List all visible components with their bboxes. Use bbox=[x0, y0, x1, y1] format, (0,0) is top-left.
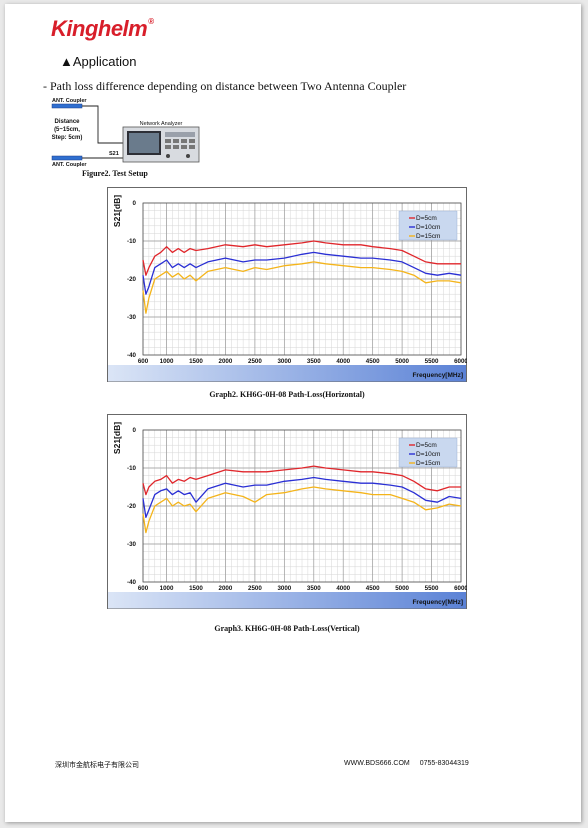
y-tick-label: -30 bbox=[127, 541, 137, 548]
x-tick-label: 4500 bbox=[366, 358, 380, 365]
description-text: - Path loss difference depending on dist… bbox=[43, 79, 407, 93]
figure-caption: Figure2. Test Setup bbox=[82, 169, 148, 178]
x-tick-label: 2500 bbox=[248, 358, 262, 365]
series-line-d15cm bbox=[142, 261, 462, 314]
legend-label: D=10cm bbox=[416, 224, 440, 231]
x-tick-label: 6000 bbox=[454, 358, 467, 365]
x-axis-label: Frequency[MHz] bbox=[412, 372, 463, 379]
coupler-bottom-label: ANT. Coupler bbox=[52, 162, 87, 168]
footer-website: WWW.BDS666.COM bbox=[344, 760, 410, 767]
legend-label: D=10cm bbox=[416, 451, 440, 458]
coupler-bottom-shape bbox=[51, 155, 83, 161]
y-axis-label: S21[dB] bbox=[112, 422, 122, 454]
footer-contact: WWW.BDS666.COM 0755-83044319 bbox=[344, 760, 469, 767]
series-line-d10cm bbox=[142, 476, 462, 519]
x-tick-label: 3500 bbox=[307, 585, 321, 592]
y-tick-label: -20 bbox=[127, 276, 137, 283]
section-title-text: Application bbox=[72, 54, 137, 69]
x-tick-label: 1500 bbox=[189, 358, 203, 365]
graph-caption-vertical: Graph3. KH6G-0H-08 Path-Loss(Vertical) bbox=[214, 624, 360, 633]
graph-caption-horizontal: Graph2. KH6G-0H-08 Path-Loss(Horizontal) bbox=[209, 390, 365, 399]
y-tick-label: -10 bbox=[127, 238, 137, 245]
x-tick-label: 4500 bbox=[366, 585, 380, 592]
y-tick-label: -20 bbox=[127, 503, 137, 510]
y-tick-label: 0 bbox=[133, 200, 137, 207]
network-analyzer-icon bbox=[122, 126, 200, 163]
document-page: Kinghelm® ▲Application - Path loss diffe… bbox=[5, 4, 581, 822]
x-tick-label: 5000 bbox=[395, 358, 409, 365]
distance-line2: (5~15cm, bbox=[54, 127, 80, 133]
series-line-d10cm bbox=[142, 251, 462, 295]
cable-bottom bbox=[82, 154, 128, 159]
brand-logo: Kinghelm® bbox=[51, 16, 154, 41]
legend-box bbox=[398, 210, 458, 241]
x-tick-label: 4000 bbox=[336, 585, 350, 592]
cable-top bbox=[82, 105, 125, 144]
legend-label: D=15cm bbox=[416, 233, 440, 240]
y-tick-label: -30 bbox=[127, 314, 137, 321]
series-line-d5cm bbox=[142, 240, 461, 276]
s21-label: S21 bbox=[109, 151, 119, 157]
x-tick-label: 1500 bbox=[189, 585, 203, 592]
analyzer-label: Network Analyzer bbox=[140, 121, 183, 127]
coupler-top-shape bbox=[51, 103, 83, 109]
x-tick-label: 1000 bbox=[160, 585, 174, 592]
x-tick-label: 6000 bbox=[454, 585, 467, 592]
y-axis-label: S21[dB] bbox=[112, 195, 122, 227]
x-tick-label: 4000 bbox=[336, 358, 350, 365]
x-tick-label: 5500 bbox=[425, 585, 439, 592]
section-title: ▲Application bbox=[60, 54, 136, 69]
triangle-bullet-icon: ▲ bbox=[60, 54, 73, 69]
legend-label: D=5cm bbox=[416, 215, 437, 222]
series-line-d5cm bbox=[142, 465, 461, 496]
x-tick-label: 5500 bbox=[425, 358, 439, 365]
graph-horizontal: 600 1000 1500 2000 2500 3000 3500 4000 4500 5000 5… bbox=[107, 187, 467, 382]
footer-phone: 0755-83044319 bbox=[419, 760, 469, 767]
y-tick-label: -10 bbox=[127, 465, 137, 472]
x-tick-label: 2500 bbox=[248, 585, 262, 592]
x-tick-label: 3000 bbox=[277, 358, 291, 365]
x-axis-label: Frequency[MHz] bbox=[412, 599, 463, 606]
series-line-d15cm bbox=[142, 486, 462, 534]
xlabel-bar bbox=[108, 365, 466, 382]
y-tick-label: -40 bbox=[127, 352, 137, 359]
x-tick-label: 1000 bbox=[160, 358, 174, 365]
x-tick-label: 3000 bbox=[277, 585, 291, 592]
footer-company: 深圳市金航标电子有限公司 bbox=[55, 761, 139, 769]
graph-vertical: 600 1000 1500 2000 2500 3000 3500 4000 4500 5000 5… bbox=[107, 414, 467, 609]
legend-label: D=5cm bbox=[416, 442, 437, 449]
x-tick-label: 2000 bbox=[219, 358, 233, 365]
test-setup-diagram: ANT. Coupler Distance (5~15cm, Step: 5cm… bbox=[51, 98, 200, 168]
legend-label: D=15cm bbox=[416, 460, 440, 467]
chart-grid bbox=[142, 202, 462, 356]
legend-box bbox=[398, 437, 458, 468]
y-tick-label: 0 bbox=[133, 427, 137, 434]
x-tick-label: 3500 bbox=[307, 358, 321, 365]
x-tick-label: 5000 bbox=[395, 585, 409, 592]
x-tick-label: 600 bbox=[138, 358, 149, 365]
y-tick-label: -40 bbox=[127, 579, 137, 586]
x-tick-label: 2000 bbox=[219, 585, 233, 592]
distance-line3: Step: 5cm) bbox=[52, 135, 83, 141]
coupler-top-label: ANT. Coupler bbox=[52, 98, 87, 104]
x-tick-label: 600 bbox=[138, 585, 149, 592]
distance-line1: Distance bbox=[54, 119, 80, 125]
xlabel-bar bbox=[108, 592, 466, 609]
